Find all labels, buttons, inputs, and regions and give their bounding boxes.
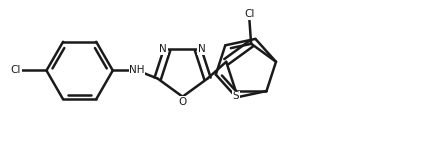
Text: N: N (160, 44, 167, 54)
Text: N: N (198, 44, 206, 54)
Text: Cl: Cl (244, 9, 255, 19)
Text: O: O (178, 97, 187, 107)
Text: NH: NH (129, 66, 145, 75)
Text: Cl: Cl (10, 66, 20, 75)
Text: S: S (232, 91, 239, 101)
